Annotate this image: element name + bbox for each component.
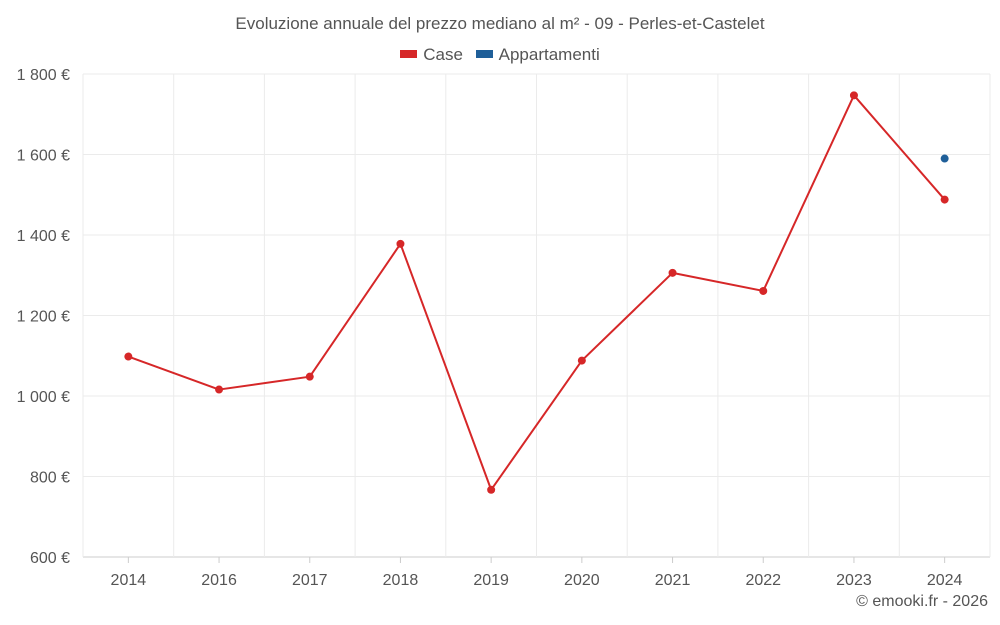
legend-swatch-case bbox=[400, 50, 418, 58]
y-tick-label: 1 400 € bbox=[17, 228, 70, 245]
x-tick-label: 2017 bbox=[292, 572, 328, 589]
data-point-appartamenti-2024 bbox=[940, 154, 949, 163]
x-tick-label: 2021 bbox=[655, 572, 691, 589]
data-point-case-2020 bbox=[577, 356, 586, 365]
x-tick-label: 2020 bbox=[564, 572, 600, 589]
x-tick-label: 2014 bbox=[111, 572, 147, 589]
data-point-case-2017 bbox=[305, 372, 314, 381]
data-point-case-2016 bbox=[215, 385, 224, 394]
x-tick-label: 2022 bbox=[745, 572, 781, 589]
chart-title: Evoluzione annuale del prezzo mediano al… bbox=[235, 14, 765, 33]
data-point-case-2018 bbox=[396, 239, 405, 248]
x-tick-label: 2018 bbox=[383, 572, 419, 589]
y-tick-label: 1 000 € bbox=[17, 389, 70, 406]
data-point-case-2021 bbox=[668, 268, 677, 277]
x-tick-label: 2024 bbox=[927, 572, 963, 589]
data-point-case-2019 bbox=[487, 485, 496, 494]
x-tick-label: 2016 bbox=[201, 572, 237, 589]
legend-item-appartamenti[interactable]: Appartamenti bbox=[475, 45, 600, 65]
chart-legend: Case Appartamenti bbox=[0, 45, 1000, 65]
x-tick-label: 2019 bbox=[473, 572, 509, 589]
y-tick-label: 800 € bbox=[30, 470, 70, 487]
x-tick-label: 2023 bbox=[836, 572, 872, 589]
y-tick-label: 600 € bbox=[30, 550, 70, 567]
legend-item-case[interactable]: Case bbox=[400, 45, 463, 65]
data-point-case-2024 bbox=[940, 195, 949, 204]
legend-swatch-appartamenti bbox=[475, 50, 493, 58]
y-tick-label: 1 200 € bbox=[17, 309, 70, 326]
y-tick-label: 1 600 € bbox=[17, 148, 70, 165]
y-tick-label: 1 800 € bbox=[17, 67, 70, 84]
legend-label-case: Case bbox=[423, 45, 463, 64]
series-line-case bbox=[128, 94, 946, 491]
data-point-case-2023 bbox=[849, 91, 858, 100]
data-point-case-2022 bbox=[759, 286, 768, 295]
credit-text: © emooki.fr - 2026 bbox=[856, 593, 988, 610]
legend-label-appartamenti: Appartamenti bbox=[498, 45, 600, 64]
data-point-case-2014 bbox=[124, 352, 133, 361]
